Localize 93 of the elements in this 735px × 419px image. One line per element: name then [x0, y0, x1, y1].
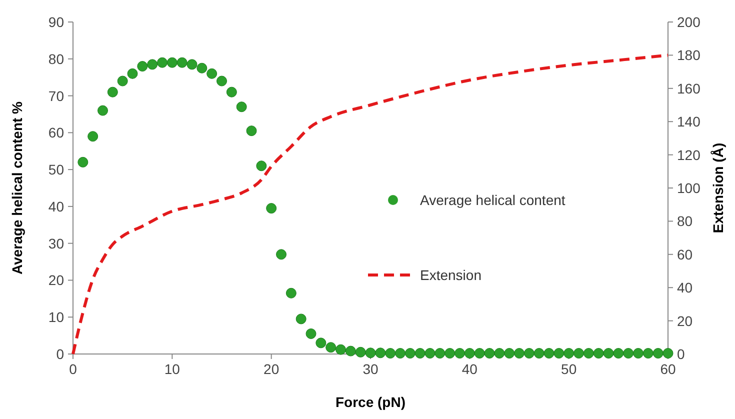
y2-axis-title: Extension (Å) — [710, 142, 726, 234]
point — [434, 348, 446, 359]
point — [78, 156, 88, 168]
point — [345, 346, 356, 356]
point — [98, 105, 108, 116]
point — [474, 348, 485, 359]
point — [652, 348, 664, 359]
point — [404, 348, 416, 359]
point — [137, 61, 148, 72]
point — [424, 348, 436, 359]
point — [236, 102, 247, 112]
point — [147, 59, 158, 70]
point — [494, 348, 505, 359]
y2-tick-label: 100 — [677, 180, 701, 196]
point — [286, 288, 296, 298]
y-tick-label: 70 — [48, 88, 64, 104]
point — [593, 348, 604, 359]
point — [206, 68, 218, 79]
point — [385, 348, 396, 359]
point — [276, 249, 286, 260]
point — [564, 348, 574, 359]
x-tick-label: 30 — [362, 361, 378, 377]
point — [176, 57, 188, 68]
y-tick-label: 0 — [56, 346, 64, 362]
x-tick-label: 10 — [164, 361, 180, 377]
point — [226, 86, 237, 98]
point — [127, 68, 138, 79]
y2-tick-label: 80 — [677, 213, 693, 230]
point — [266, 203, 277, 214]
point — [583, 348, 594, 359]
point — [554, 348, 564, 359]
point — [633, 348, 644, 359]
point — [326, 342, 336, 353]
x-tick-label: 0 — [69, 361, 78, 377]
point — [296, 314, 306, 324]
point — [395, 348, 406, 359]
point — [544, 348, 554, 359]
point — [642, 348, 654, 359]
point — [355, 346, 366, 358]
y-tick-label: 30 — [48, 235, 64, 252]
y2-tick-label: 200 — [677, 14, 701, 30]
y2-tick-label: 60 — [677, 246, 693, 262]
point — [454, 348, 465, 359]
y2-tick-label: 40 — [677, 280, 693, 296]
y-tick-label: 80 — [48, 50, 64, 67]
point — [444, 348, 456, 359]
point — [186, 59, 198, 70]
point — [662, 348, 674, 359]
point — [306, 328, 316, 339]
legend-label: Extension — [420, 267, 482, 283]
x-axis-title: Force (pN) — [336, 394, 406, 410]
point — [514, 348, 524, 359]
point — [336, 344, 346, 355]
x-tick-label: 40 — [462, 361, 478, 377]
legend-label: Average helical content — [420, 192, 566, 208]
point — [484, 348, 495, 359]
y-tick-label: 10 — [48, 309, 64, 326]
x-tick-label: 20 — [264, 361, 280, 377]
point — [88, 131, 98, 142]
point — [365, 348, 376, 358]
y-axis-title: Average helical content % — [9, 100, 25, 274]
y-tick-label: 40 — [48, 198, 64, 214]
point — [603, 348, 614, 359]
point — [316, 338, 326, 348]
y-tick-label: 50 — [48, 162, 64, 178]
x-tick-label: 50 — [561, 361, 577, 377]
point — [574, 348, 584, 359]
point — [414, 348, 426, 359]
point — [375, 348, 386, 358]
point — [117, 76, 128, 86]
point — [613, 348, 624, 359]
x-tick-label: 60 — [660, 361, 676, 377]
point — [216, 76, 227, 86]
point — [534, 348, 544, 359]
y-tick-label: 60 — [48, 124, 64, 141]
point — [157, 57, 168, 68]
point — [107, 86, 118, 98]
point — [196, 62, 208, 74]
point — [166, 57, 178, 68]
y2-tick-label: 0 — [677, 346, 685, 362]
y2-tick-label: 160 — [677, 80, 701, 96]
point — [504, 348, 515, 359]
y2-tick-label: 20 — [677, 312, 693, 329]
point — [464, 348, 475, 359]
point — [256, 160, 267, 172]
y-tick-label: 20 — [48, 272, 64, 288]
y2-tick-label: 180 — [677, 47, 701, 64]
point — [524, 348, 534, 359]
point — [246, 126, 257, 136]
y2-tick-label: 120 — [677, 146, 701, 163]
y2-tick-label: 140 — [677, 114, 701, 130]
point — [623, 348, 634, 359]
y-tick-label: 90 — [48, 14, 64, 30]
